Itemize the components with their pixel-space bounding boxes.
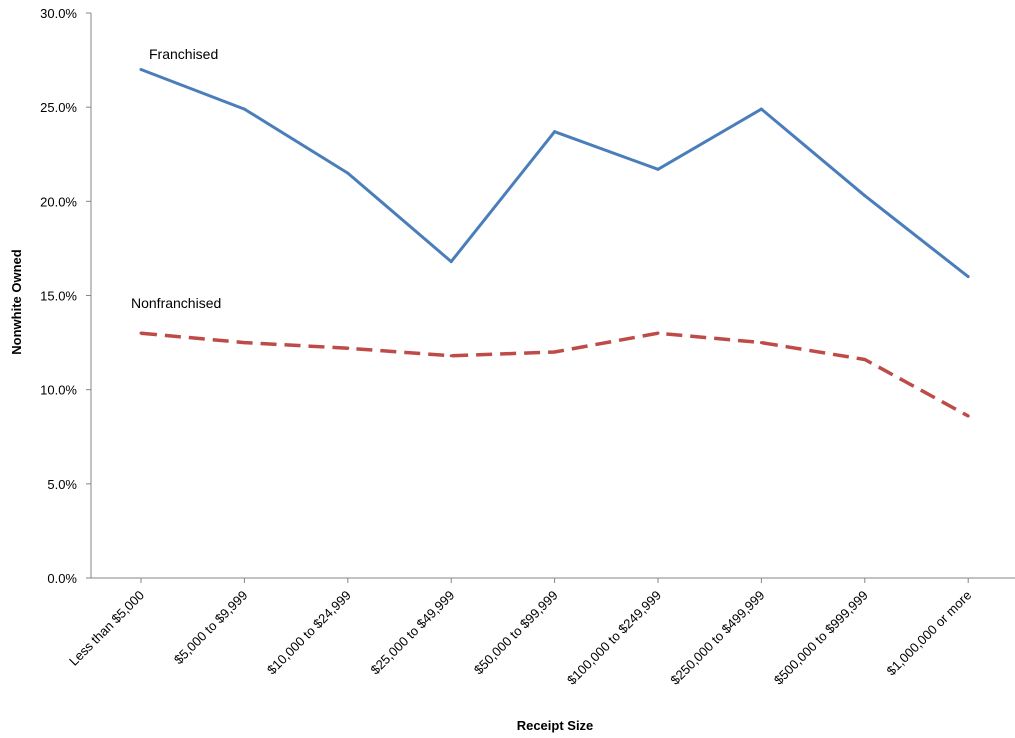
y-tick-label: 0.0%	[47, 571, 77, 586]
franchised-series-label: Franchised	[149, 46, 218, 62]
nonfranchised-data-point	[656, 331, 660, 335]
franchised-data-point	[346, 171, 350, 175]
x-tick-label: $25,000 to $49,999	[367, 588, 457, 678]
nonfranchised-data-point	[759, 341, 763, 345]
y-tick-label: 20.0%	[40, 194, 77, 209]
nonfranchised-data-point	[346, 346, 350, 350]
nonfranchised-data-point	[966, 414, 970, 418]
franchised-data-point	[553, 130, 557, 134]
x-tick-label: $250,000 to $499,999	[667, 588, 767, 688]
y-axis-title: Nonwhite Owned	[9, 249, 24, 355]
franchised-data-point	[863, 194, 867, 198]
x-tick-label: Less than $5,000	[66, 588, 147, 669]
nonfranchised-data-point	[139, 331, 143, 335]
x-axis-title: Receipt Size	[517, 718, 594, 733]
x-ticks: Less than $5,000 $5,000 to $9,999 $10,000 …	[66, 578, 974, 688]
nonfranchised-data-point	[863, 358, 867, 362]
y-tick-label: 10.0%	[40, 383, 77, 398]
y-tick-label: 15.0%	[40, 289, 77, 304]
nonfranchised-series-label: Nonfranchised	[131, 295, 221, 311]
franchised-data-point	[449, 260, 453, 264]
x-tick-label: $1,000,000 or more	[883, 588, 974, 679]
franchised-data-point	[242, 107, 246, 111]
franchised-data-point	[759, 107, 763, 111]
x-tick-label: $5,000 to $9,999	[171, 588, 251, 668]
nonfranchised-series-line	[140, 331, 970, 418]
nonfranchised-data-point	[553, 350, 557, 354]
x-tick-label: $10,000 to $24,999	[264, 588, 354, 678]
axes	[90, 13, 1015, 579]
y-tick-label: 25.0%	[40, 100, 77, 115]
franchised-data-point	[139, 68, 143, 71]
x-tick-label: $50,000 to $99,999	[471, 588, 561, 678]
franchised-data-point	[966, 275, 970, 279]
x-tick-label: $100,000 to $249,999	[564, 588, 664, 688]
franchised-series-line	[140, 68, 970, 278]
nonfranchised-data-point	[449, 354, 453, 358]
y-ticks: 0.0% 5.0% 10.0% 15.0% 20.0% 25.0% 30.0%	[40, 6, 91, 586]
x-tick-label: $500,000 to $999,999	[771, 588, 871, 688]
series-labels: Franchised Nonfranchised	[131, 46, 221, 311]
nonfranchised-data-point	[242, 341, 246, 345]
y-tick-label: 30.0%	[40, 6, 77, 21]
y-tick-label: 5.0%	[47, 477, 77, 492]
series-group	[139, 68, 970, 418]
franchised-data-point	[656, 167, 660, 171]
